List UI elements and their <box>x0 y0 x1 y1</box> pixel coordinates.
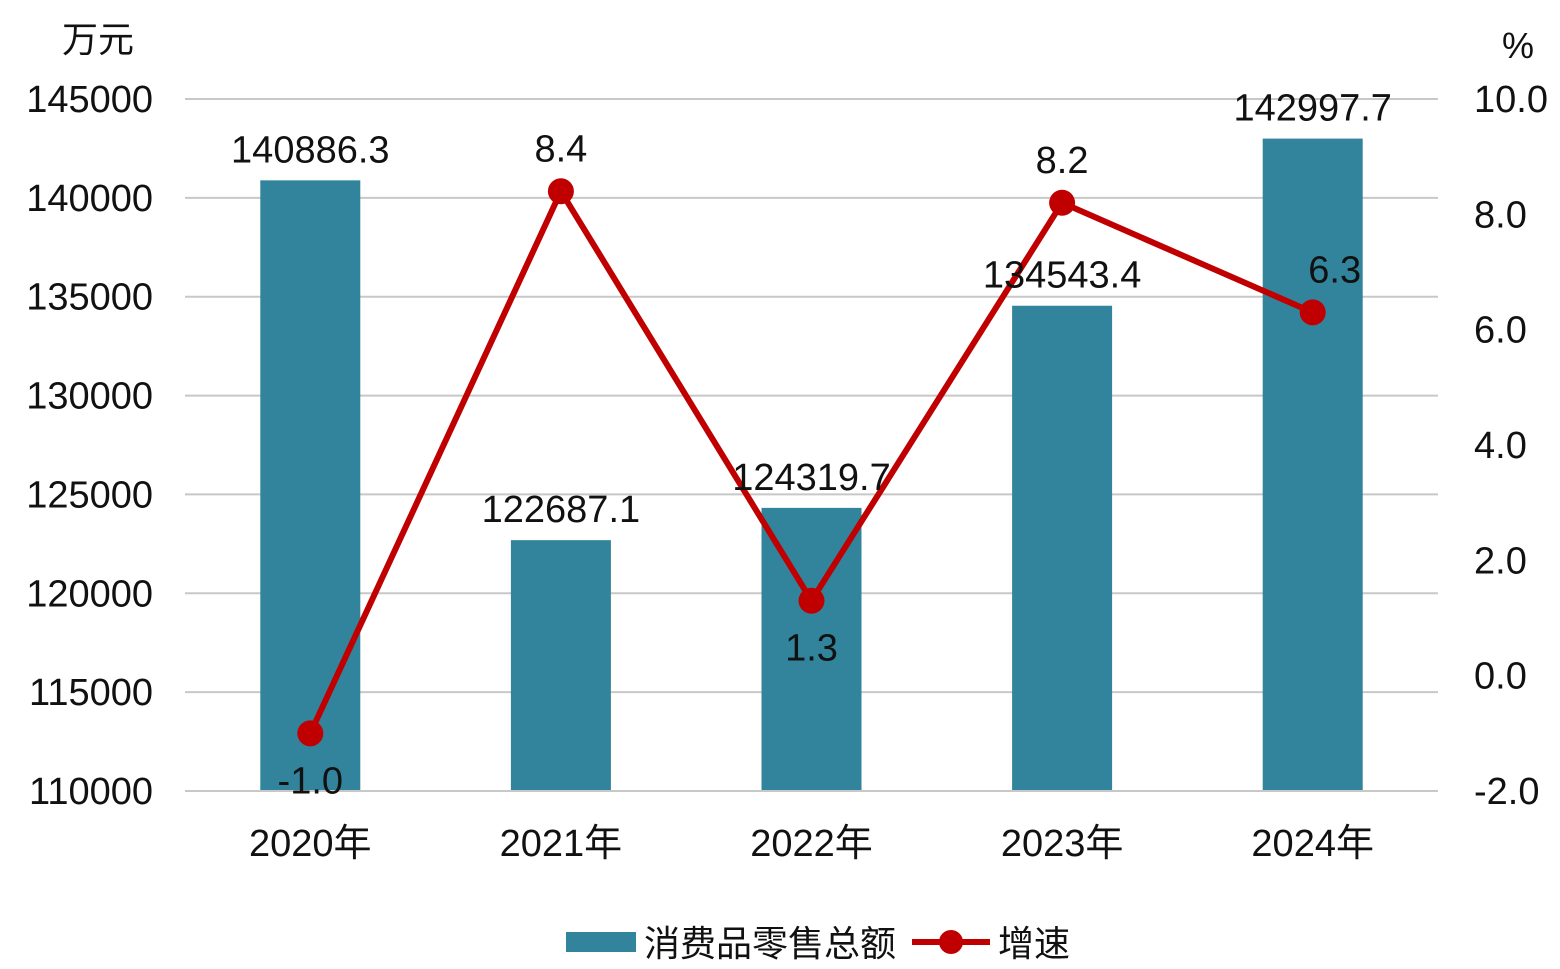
x-tick-label: 2020年 <box>249 823 372 865</box>
data-labels: 140886.3 122687.1 124319.7 134543.4 142997.7… <box>231 88 1392 803</box>
left-axis: 110000 115000 120000 125000 130000 135000 1400… <box>26 19 153 813</box>
legend-bar-label: 消费品零售总额 <box>644 923 896 964</box>
left-tick-label: 120000 <box>26 573 153 615</box>
left-tick-label: 145000 <box>26 79 153 121</box>
right-tick-label: -2.0 <box>1474 771 1539 813</box>
left-tick-label: 130000 <box>26 376 153 418</box>
bar-value-label: 134543.4 <box>983 255 1142 297</box>
legend: 消费品零售总额 增速 <box>566 923 1070 964</box>
bar <box>1262 138 1363 792</box>
bar-series <box>260 138 1363 792</box>
left-tick-label: 135000 <box>26 277 153 319</box>
bar-value-label: 142997.7 <box>1233 88 1392 130</box>
line-point <box>798 587 825 614</box>
bar <box>761 507 862 791</box>
left-tick-label: 140000 <box>26 178 153 220</box>
right-tick-label: 10.0 <box>1474 79 1548 121</box>
bar <box>1012 305 1113 791</box>
x-tick-label: 2021年 <box>500 823 623 865</box>
bar-value-label: 140886.3 <box>231 129 390 171</box>
line-value-label: 8.2 <box>1036 140 1089 182</box>
right-tick-label: 8.0 <box>1474 194 1527 236</box>
left-tick-label: 125000 <box>26 474 153 516</box>
bar <box>260 180 361 791</box>
left-axis-unit: 万元 <box>62 19 134 60</box>
line-value-label: -1.0 <box>278 760 343 802</box>
bar-value-label: 124319.7 <box>732 457 891 499</box>
x-axis: 2020年 2021年 2022年 2023年 2024年 <box>185 790 1438 865</box>
right-tick-label: 6.0 <box>1474 310 1527 352</box>
line-point <box>1049 189 1076 216</box>
x-tick-label: 2022年 <box>750 823 873 865</box>
right-axis-unit: % <box>1502 25 1534 66</box>
line-value-label: 6.3 <box>1308 249 1361 291</box>
line-point <box>1299 299 1326 326</box>
left-tick-label: 115000 <box>29 672 153 714</box>
left-tick-label: 110000 <box>29 771 153 813</box>
bar-value-label: 122687.1 <box>482 489 641 531</box>
line-point <box>297 720 324 747</box>
legend-line-marker <box>939 930 963 954</box>
legend-line-label: 增速 <box>998 923 1070 964</box>
right-tick-label: 0.0 <box>1474 656 1527 698</box>
line-value-label: 1.3 <box>785 628 838 670</box>
x-tick-label: 2023年 <box>1001 823 1124 865</box>
line-series <box>297 178 1326 747</box>
right-axis: -2.0 0.0 2.0 4.0 6.0 8.0 10.0% <box>1474 25 1548 813</box>
legend-bar-swatch <box>566 932 636 952</box>
right-tick-label: 2.0 <box>1474 540 1527 582</box>
x-tick-label: 2024年 <box>1251 823 1374 865</box>
bar <box>510 540 611 791</box>
right-tick-label: 4.0 <box>1474 425 1527 467</box>
line-point <box>547 178 574 205</box>
line-value-label: 8.4 <box>534 128 587 170</box>
